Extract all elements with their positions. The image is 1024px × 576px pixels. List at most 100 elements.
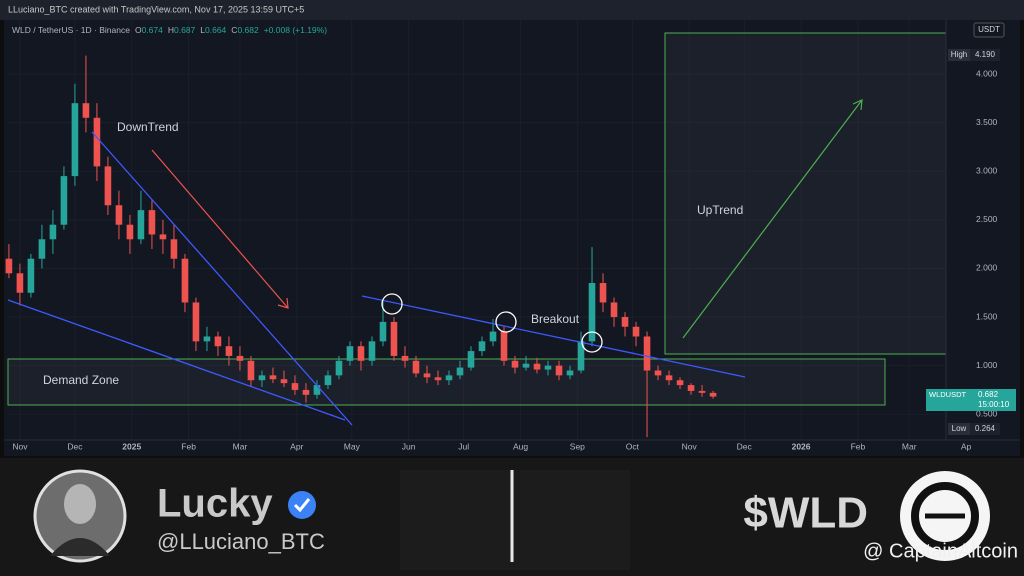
candle-body (709, 392, 717, 397)
candle-body (60, 176, 68, 225)
x-tick-label: Feb (851, 441, 866, 451)
candle-body (181, 258, 189, 303)
x-tick-label: Aug (513, 441, 528, 451)
candle-body (82, 103, 90, 118)
profile-name: Lucky (157, 482, 273, 526)
y-tick-label: 0.500 (976, 408, 998, 418)
demand-zone (7, 358, 886, 406)
candle-body (577, 341, 585, 371)
x-tick-label: Dec (67, 441, 83, 451)
trend-line (7, 299, 346, 421)
currency-box[interactable] (973, 22, 1005, 38)
ticker-title: $WLD (743, 489, 868, 538)
legend-key: O (135, 25, 142, 35)
y-tick-label: 2.500 (976, 214, 998, 224)
legend-key: H (168, 25, 174, 35)
candle-body (126, 224, 134, 240)
candle-body (621, 317, 629, 327)
last-value: 0.682 (978, 390, 999, 399)
low-value-tag (970, 423, 1000, 435)
low-value: 0.264 (975, 424, 996, 433)
candle-body (38, 239, 46, 259)
uptrend-box (664, 32, 967, 355)
x-tick-label: 2026 (792, 441, 811, 451)
x-tick-label: May (344, 441, 361, 451)
candle-body (500, 331, 508, 361)
annotation: Demand Zone (43, 373, 119, 387)
candle-body (544, 365, 552, 370)
candle-body (27, 258, 35, 293)
x-tick-label: Ap (961, 441, 972, 451)
legend: WLD / TetherUS · 1D · Binance O0.674 H0.68… (12, 25, 327, 35)
candle-body (335, 360, 343, 376)
candle-body (698, 390, 706, 393)
currency: USDT (978, 25, 1000, 34)
x-tick-label: 2025 (122, 441, 141, 451)
candle-body (566, 370, 574, 376)
countdown: 15:00:10 (978, 400, 1010, 409)
candle-body (5, 258, 13, 274)
legend-value: 0.682 (237, 25, 259, 35)
candle-body (214, 336, 222, 347)
candle-body (357, 346, 365, 361)
candle-body (291, 383, 299, 390)
candle-body (379, 321, 387, 342)
candle-body (258, 375, 266, 381)
x-tick-label: Oct (626, 441, 640, 451)
candle-body (456, 367, 464, 376)
candle-body (104, 166, 112, 206)
candle-body (478, 341, 486, 352)
candle-body (170, 239, 178, 259)
legend-value: 0.674 (142, 25, 164, 35)
arrow-head (852, 99, 863, 111)
candle-body (533, 363, 541, 370)
x-tick-label: Mar (902, 441, 917, 451)
candle-body (676, 380, 684, 386)
price-scale (946, 20, 1020, 456)
legend-value: 0.687 (174, 25, 196, 35)
banner-shade (400, 470, 630, 570)
candle-body (445, 375, 453, 381)
candle-body (192, 302, 200, 342)
candle-body (489, 331, 497, 342)
candle-body (632, 326, 640, 337)
candle-body (434, 377, 442, 381)
x-tick-label: Dec (737, 441, 753, 451)
legend-key: L (200, 25, 205, 35)
high-value: 4.190 (975, 50, 996, 59)
profile-handle: @LLuciano_BTC (157, 529, 325, 554)
candle-body (522, 363, 530, 368)
marker-circle (581, 331, 603, 353)
y-tick-label: 4.000 (976, 68, 998, 78)
candle-body (236, 355, 244, 361)
high-tag (948, 49, 970, 61)
ticker: WLDUSDT (929, 390, 967, 399)
trend-line (91, 131, 353, 426)
candle-body (665, 375, 673, 381)
candle-body (390, 321, 398, 356)
candle-body (280, 379, 288, 384)
candle-body (71, 103, 79, 177)
header-caption: LLuciano_BTC created with TradingView.co… (8, 4, 304, 14)
x-tick-label: Nov (682, 441, 698, 451)
y-tick-label: 3.000 (976, 165, 998, 175)
down-arrow (151, 149, 289, 309)
arrow-head (277, 297, 289, 309)
candle-body (302, 389, 310, 395)
y-tick-label: 1.000 (976, 360, 998, 370)
breakout-line (361, 295, 746, 378)
grid (8, 20, 945, 440)
candle-body (654, 370, 662, 376)
x-tick-label: Feb (181, 441, 196, 451)
x-tick-label: Apr (290, 441, 303, 451)
legend-symbol: WLD / TetherUS · 1D · Binance (12, 25, 130, 35)
candle-body (401, 355, 409, 361)
candles (5, 55, 717, 438)
legend-key: C (231, 25, 237, 35)
candle-body (423, 373, 431, 378)
x-tick-label: Jul (458, 441, 469, 451)
watermark: @ CaptainAltcoin (863, 540, 1018, 562)
y-tick-label: 2.000 (976, 263, 998, 273)
